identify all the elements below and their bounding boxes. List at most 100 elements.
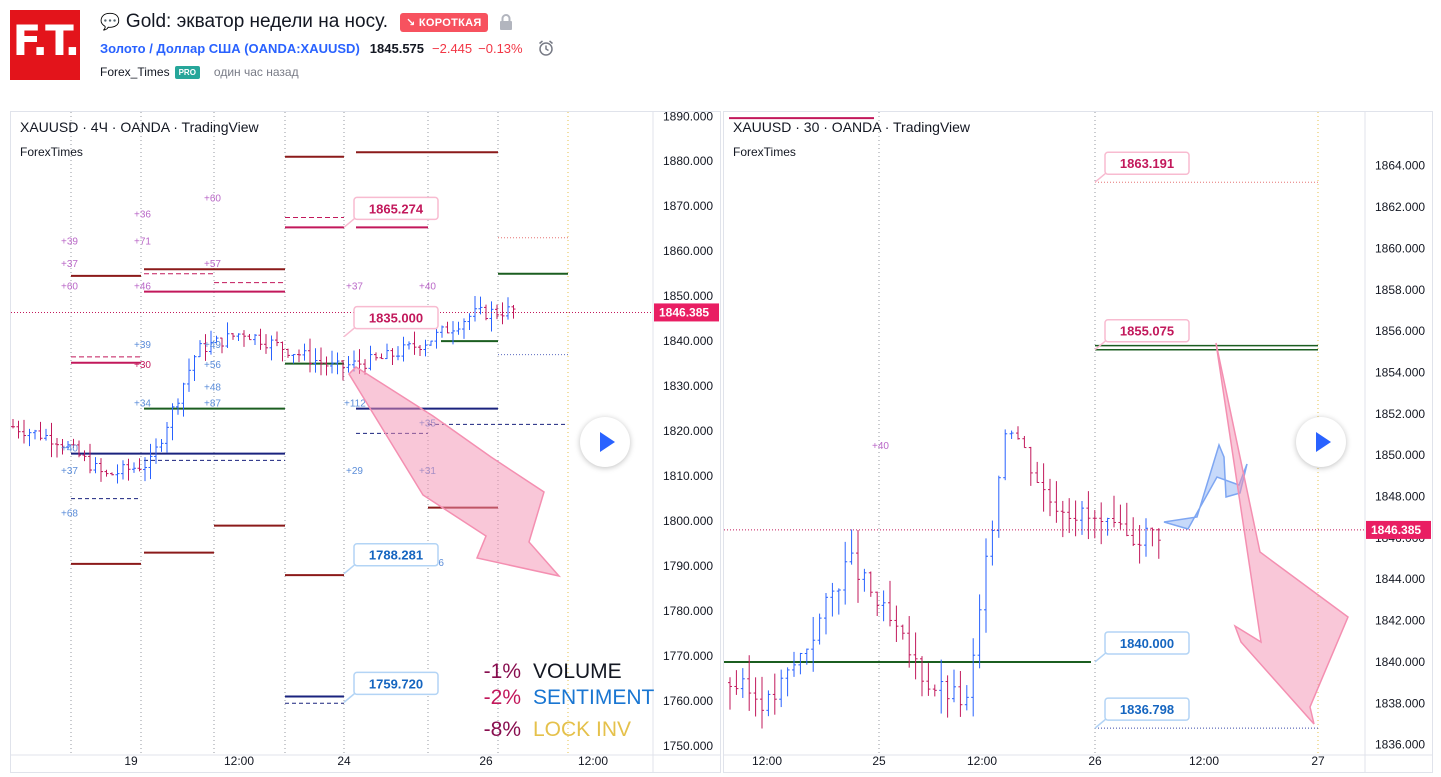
indicator-value: -2% <box>484 686 521 709</box>
time-axis-tick: 27 <box>1311 754 1325 768</box>
level-label: +46 <box>134 281 151 292</box>
price-change: −2.445 <box>432 40 473 56</box>
callout-pointer <box>1094 171 1108 183</box>
callout-box <box>1104 697 1190 721</box>
chart-30m-canvas: +40 1863.191 1855.075 1840.000 1836.798 1864.… <box>724 112 1432 772</box>
callout-label: 1788.281 <box>369 548 423 563</box>
callout-box <box>353 196 439 221</box>
callout-pointer <box>343 326 357 338</box>
drawing-arrow <box>1215 342 1349 725</box>
author-name[interactable]: Forex_Times <box>100 65 170 79</box>
level-label: +36 <box>134 209 151 220</box>
callout-label: 1863.191 <box>1120 156 1174 171</box>
callout-box <box>1104 631 1190 655</box>
time-axis-tick: 12:00 <box>224 754 254 768</box>
price-axis-tick: 1840.000 <box>1375 655 1425 669</box>
time-axis-tick: 12:00 <box>1189 754 1219 768</box>
level-label: +37 <box>61 259 78 270</box>
level-label: +56 <box>204 360 221 371</box>
price-axis-tick: 1810.000 <box>663 469 713 483</box>
level-label: +40 <box>419 281 436 292</box>
callout-pointer <box>1094 651 1108 663</box>
last-price-label-bg <box>654 303 719 322</box>
price-axis-tick: 1860.000 <box>1375 241 1425 255</box>
time-axis-tick: 26 <box>479 754 493 768</box>
level-label: +60 <box>204 194 221 205</box>
time-axis-tick: 12:00 <box>752 754 782 768</box>
level-label: +40 <box>61 443 78 454</box>
time-axis-tick: 19 <box>124 754 138 768</box>
last-price-label-bg <box>1366 520 1431 539</box>
level-label: +49 <box>204 340 221 351</box>
level-label: +39 <box>61 236 78 247</box>
price-axis-tick: 1844.000 <box>1375 572 1425 586</box>
indicator-name: SENTIMENT <box>533 686 655 709</box>
price-axis-tick: 1880.000 <box>663 154 713 168</box>
author-row: Forex_Times PRO один час назад <box>100 65 299 79</box>
price-axis-tick: 1854.000 <box>1375 365 1425 379</box>
callout-box <box>353 305 439 330</box>
price-axis-tick: 1780.000 <box>663 604 713 618</box>
price-axis-tick: 1852.000 <box>1375 407 1425 421</box>
chart-4h[interactable]: +60 +36 +39 +71 +37 +57 +60 +46 +37 +40 +39 +30 +49 +… <box>10 111 721 773</box>
level-label: +112 <box>344 398 366 409</box>
callout-pointer <box>1094 339 1108 351</box>
level-label: +57 <box>204 259 221 270</box>
author-logo[interactable]: F.T. <box>10 10 80 80</box>
level-label: +60 <box>61 281 78 292</box>
price-change-pct: −0.13% <box>478 40 523 56</box>
legend-title: XAUUSD · 4Ч · OANDA · TradingView <box>20 119 259 135</box>
indicator-value: -8% <box>484 718 521 741</box>
pro-badge: PRO <box>174 65 200 79</box>
callout-box <box>353 542 439 567</box>
drawing-arrow <box>348 366 562 578</box>
chart-30m[interactable]: +40 1863.191 1855.075 1840.000 1836.798 1864.… <box>723 111 1433 773</box>
price-axis-tick: 1862.000 <box>1375 200 1425 214</box>
level-label: +30 <box>134 360 151 371</box>
time-axis-tick: 12:00 <box>578 754 608 768</box>
level-label: +87 <box>204 398 221 409</box>
chart-4h-canvas: +60 +36 +39 +71 +37 +57 +60 +46 +37 +40 +39 +30 +49 +… <box>11 112 720 772</box>
alarm-clock-icon[interactable] <box>537 39 555 57</box>
price-axis-tick: 1850.000 <box>1375 448 1425 462</box>
comment-bubble-icon: 💬 <box>100 14 120 31</box>
symbol-link[interactable]: Золото / Доллар США (OANDA:XAUUSD) <box>100 40 360 56</box>
last-price-label: 1846.385 <box>1371 523 1421 537</box>
play-button[interactable] <box>580 417 630 467</box>
level-label: +48 <box>204 383 221 394</box>
legend-title: XAUUSD · 30 · OANDA · TradingView <box>733 119 971 135</box>
published-time: один час назад <box>213 65 299 79</box>
lock-icon <box>498 13 514 31</box>
price-axis-tick: 1760.000 <box>663 694 713 708</box>
callout-label: 1759.720 <box>369 676 423 691</box>
level-label: +39 <box>134 340 151 351</box>
title-row: 💬 Gold: экватор недели на носу. ↘ КОРОТК… <box>100 10 514 34</box>
price-axis-tick: 1820.000 <box>663 424 713 438</box>
level-label: +37 <box>61 466 78 477</box>
price-axis-tick: 1840.000 <box>663 334 713 348</box>
logo-text: F.T. <box>12 16 81 65</box>
price-axis-tick: 1842.000 <box>1375 614 1425 628</box>
last-price-label: 1846.385 <box>659 305 709 319</box>
play-button-2[interactable] <box>1296 417 1346 467</box>
price-axis-tick: 1770.000 <box>663 649 713 663</box>
price-axis-tick: 1890.000 <box>663 112 713 123</box>
price-axis-tick: 1838.000 <box>1375 696 1425 710</box>
callout-pointer <box>1094 717 1108 729</box>
level-label: +71 <box>134 236 151 247</box>
legend-subtitle: ForexTimes <box>733 145 796 159</box>
price-axis-tick: 1864.000 <box>1375 159 1425 173</box>
price-axis-tick: 1850.000 <box>663 289 713 303</box>
price-axis-tick: 1836.000 <box>1375 738 1425 752</box>
legend-subtitle: ForexTimes <box>20 145 83 159</box>
time-axis-tick: 24 <box>337 754 351 768</box>
time-axis-tick: 25 <box>872 754 886 768</box>
symbol-row: Золото / Доллар США (OANDA:XAUUSD) 1845.… <box>100 39 555 57</box>
callout-box <box>1104 318 1190 343</box>
indicator-name: VOLUME <box>533 660 622 683</box>
callout-label: 1865.274 <box>369 201 424 216</box>
callout-label: 1855.075 <box>1120 324 1174 339</box>
idea-header: F.T. 💬 Gold: экватор недели на носу. ↘ К… <box>0 0 1441 100</box>
callout-label: 1836.798 <box>1120 702 1174 717</box>
level-label: +68 <box>61 509 78 520</box>
